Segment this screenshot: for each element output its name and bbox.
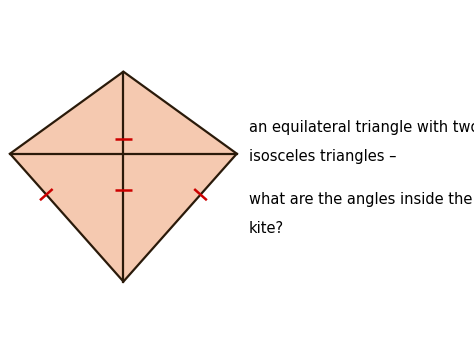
Text: kite?: kite? — [249, 221, 284, 236]
Polygon shape — [10, 72, 237, 282]
Text: an equilateral triangle with two: an equilateral triangle with two — [249, 120, 474, 135]
Text: what are the angles inside the: what are the angles inside the — [249, 192, 472, 207]
Text: isosceles triangles –: isosceles triangles – — [249, 149, 396, 164]
